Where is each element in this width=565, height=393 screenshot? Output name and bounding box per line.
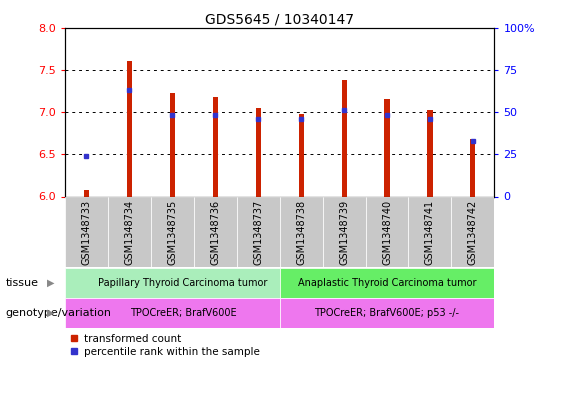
Bar — [341, 80, 347, 196]
Text: GSM1348736: GSM1348736 — [210, 200, 220, 265]
Bar — [298, 114, 304, 196]
Text: TPOCreER; BrafV600E; p53 -/-: TPOCreER; BrafV600E; p53 -/- — [315, 308, 459, 318]
Text: GSM1348738: GSM1348738 — [296, 200, 306, 265]
Legend: transformed count, percentile rank within the sample: transformed count, percentile rank withi… — [70, 334, 259, 357]
Bar — [237, 196, 280, 267]
Text: TPOCreER; BrafV600E: TPOCreER; BrafV600E — [130, 308, 236, 318]
Bar — [366, 196, 408, 267]
Text: GSM1348735: GSM1348735 — [167, 200, 177, 265]
Bar — [280, 196, 323, 267]
Text: GSM1348737: GSM1348737 — [253, 200, 263, 265]
Bar — [323, 196, 366, 267]
Text: GSM1348741: GSM1348741 — [425, 200, 435, 265]
Bar — [255, 108, 261, 196]
Bar — [84, 190, 89, 196]
Bar — [427, 110, 433, 196]
Text: ▶: ▶ — [47, 308, 55, 318]
Text: Anaplastic Thyroid Carcinoma tumor: Anaplastic Thyroid Carcinoma tumor — [298, 278, 476, 288]
Text: Papillary Thyroid Carcinoma tumor: Papillary Thyroid Carcinoma tumor — [98, 278, 268, 288]
Text: ▶: ▶ — [47, 278, 55, 288]
Text: genotype/variation: genotype/variation — [6, 308, 112, 318]
Bar — [384, 99, 390, 196]
Bar — [280, 298, 494, 328]
Text: tissue: tissue — [6, 278, 38, 288]
Bar — [194, 196, 237, 267]
Text: GSM1348734: GSM1348734 — [124, 200, 134, 265]
Text: GSM1348740: GSM1348740 — [382, 200, 392, 265]
Bar — [451, 196, 494, 267]
Bar — [408, 196, 451, 267]
Bar — [65, 196, 108, 267]
Bar — [108, 196, 151, 267]
Text: GSM1348733: GSM1348733 — [81, 200, 92, 265]
Bar — [65, 298, 280, 328]
Bar — [470, 139, 476, 196]
Text: GSM1348742: GSM1348742 — [468, 200, 478, 265]
Bar — [212, 97, 218, 196]
Bar — [127, 61, 132, 196]
Title: GDS5645 / 10340147: GDS5645 / 10340147 — [205, 12, 354, 26]
Text: GSM1348739: GSM1348739 — [339, 200, 349, 265]
Bar — [65, 268, 280, 298]
Bar — [280, 268, 494, 298]
Bar — [151, 196, 194, 267]
Bar — [170, 94, 175, 196]
